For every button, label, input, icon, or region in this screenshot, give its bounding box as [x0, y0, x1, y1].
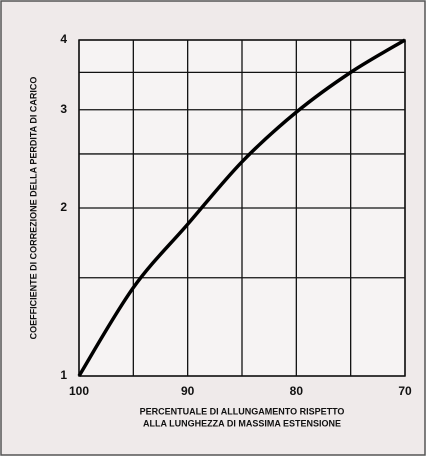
x-axis-label: ALLA LUNGHEZZA DI MASSIMA ESTENSIONE: [143, 418, 341, 428]
y-tick-label: 1: [60, 368, 67, 382]
y-tick-label: 3: [60, 102, 67, 116]
y-tick-label: 2: [60, 200, 67, 214]
x-axis-label: PERCENTUALE DI ALLUNGAMENTO RISPETTO: [140, 406, 345, 416]
y-axis-label: COEFFICIENTE DI CORREZIONE DELLA PERDITA…: [28, 77, 38, 340]
x-tick-label: 70: [398, 384, 412, 398]
x-tick-label: 90: [181, 384, 195, 398]
x-tick-label: 100: [69, 384, 89, 398]
x-tick-label: 80: [290, 384, 304, 398]
line: [77, 38, 406, 377]
y-tick-label: 4: [60, 32, 67, 46]
